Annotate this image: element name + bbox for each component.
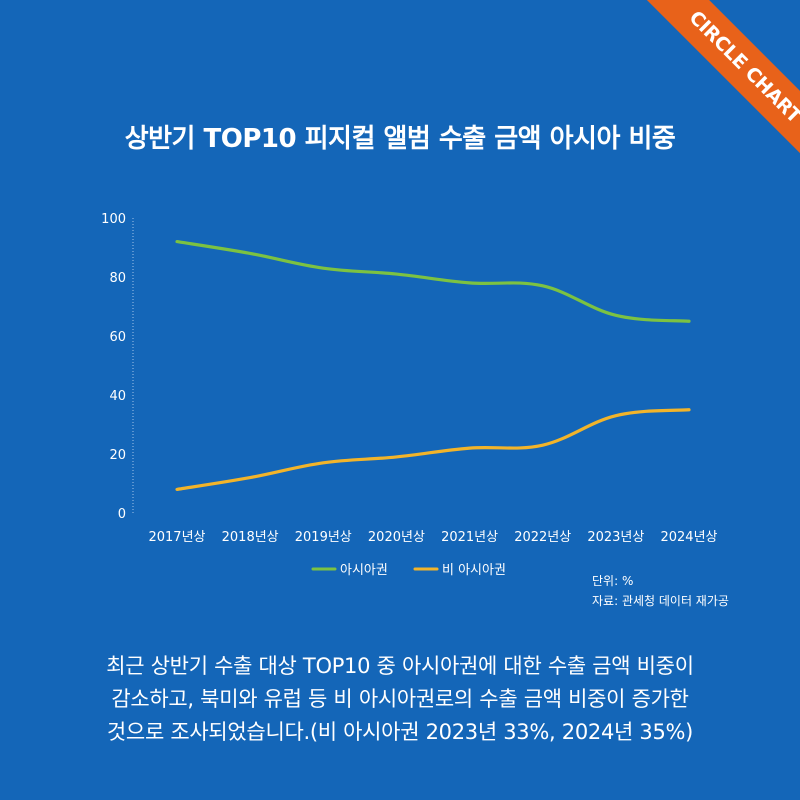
x-tick-label: 2021년상: [441, 530, 498, 545]
x-tick-label: 2022년상: [514, 530, 571, 545]
description-line: 최근 상반기 수출 대상 TOP10 중 아시아권에 대한 수출 금액 비중이: [106, 654, 694, 678]
legend-label: 아시아권: [340, 563, 388, 578]
chart-notes: 단위: % 자료: 관세청 데이터 재가공: [592, 571, 729, 611]
x-tick-label: 2017년상: [148, 530, 205, 545]
x-tick-label: 2019년상: [295, 530, 352, 545]
x-tick-label: 2023년상: [587, 530, 644, 545]
y-tick-label: 40: [109, 389, 126, 404]
x-tick-label: 2020년상: [368, 530, 425, 545]
source-note: 자료: 관세청 데이터 재가공: [592, 594, 729, 608]
description-line: 감소하고, 북미와 유럽 등 비 아시아권로의 수출 금액 비중이 증가한: [111, 687, 689, 711]
description: 최근 상반기 수출 대상 TOP10 중 아시아권에 대한 수출 금액 비중이 …: [0, 650, 800, 749]
y-tick-label: 100: [101, 212, 126, 227]
y-tick-label: 0: [118, 507, 126, 522]
y-tick-label: 60: [109, 330, 126, 345]
y-tick-label: 80: [109, 271, 126, 286]
series-line: [175, 240, 691, 323]
unit-note: 단위: %: [592, 574, 634, 588]
y-tick-label: 20: [109, 448, 126, 463]
description-line: 것으로 조사되었습니다.(비 아시아권 2023년 33%, 2024년 35%…: [106, 720, 694, 744]
chart-title: 상반기 TOP10 피지컬 앨범 수출 금액 아시아 비중: [124, 124, 676, 154]
x-tick-label: 2018년상: [222, 530, 279, 545]
legend-label: 비 아시아권: [442, 563, 506, 578]
x-tick-label: 2024년상: [660, 530, 717, 545]
series-line: [175, 408, 691, 491]
